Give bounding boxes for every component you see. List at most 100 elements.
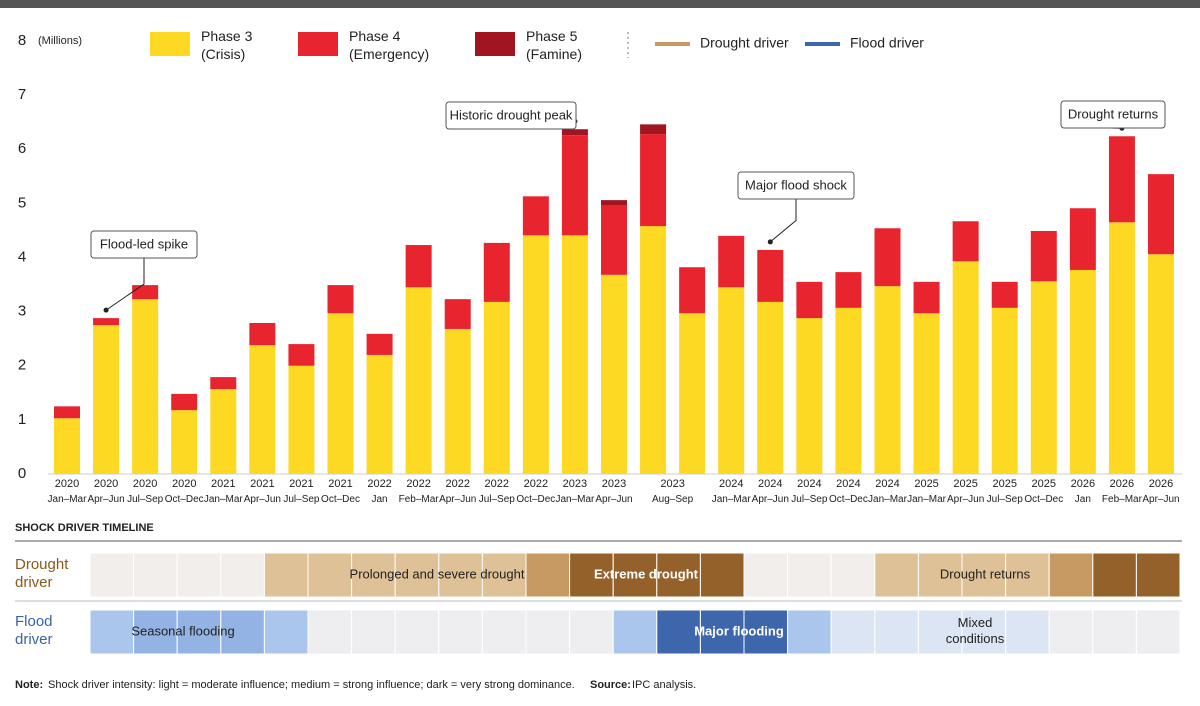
legend-swatch: [475, 32, 515, 56]
bar-segment: [171, 393, 198, 411]
bar-segment: [640, 226, 667, 474]
driver-cell: [394, 552, 440, 598]
driver-cell: [133, 552, 178, 598]
driver-cell: [394, 609, 440, 655]
bar-segment: [640, 124, 667, 135]
annotation: Flood-led spike: [100, 236, 188, 251]
x-tick-label: 2023 Apr–Jun: [595, 478, 632, 505]
x-tick-label: 2022 Jan: [367, 478, 391, 505]
bar-segment: [757, 301, 784, 474]
legend-swatch: [150, 32, 190, 56]
bar-segment: [835, 272, 862, 308]
bar-segment: [1030, 281, 1057, 474]
driver-label: Prolonged and severe drought: [350, 566, 525, 581]
bar-segment: [54, 406, 80, 419]
x-tick-label: 2021 Apr–Jun: [244, 478, 281, 505]
driver-cell: [830, 552, 876, 598]
y-tick-label: 7: [18, 86, 26, 103]
x-tick-label: 2024 Oct–Dec: [829, 478, 868, 505]
legend-swatch: [298, 32, 338, 56]
driver-cell: [525, 552, 571, 598]
row-label: Drought driver: [15, 556, 69, 591]
bar-segment: [561, 129, 588, 136]
annotation-box: [1060, 100, 1166, 129]
x-tick-label: 2023 Jan–Mar: [555, 478, 595, 505]
annotation-box: [737, 171, 855, 200]
bar-segment: [483, 301, 510, 474]
annotation-dot: [103, 307, 109, 313]
bar-segment: [874, 228, 901, 287]
x-tick-label: 2024 Jul–Sep: [791, 478, 828, 505]
bar-segment: [210, 389, 237, 474]
annotation-box: [445, 101, 577, 130]
annotation-dot: [767, 239, 773, 245]
bar-segment: [718, 287, 745, 474]
driver-cell: [220, 552, 265, 598]
driver-cell: [917, 609, 963, 655]
legend-label: Phase 4 (Emergency): [349, 28, 429, 62]
y-tick-label: 0: [18, 465, 26, 482]
driver-cell: [481, 609, 527, 655]
driver-label: Mixed conditions: [946, 615, 1005, 646]
x-tick-label: 2023 Aug–Sep: [652, 478, 694, 505]
driver-label: Extreme drought: [594, 566, 699, 581]
x-tick-label: 2022 Jul–Sep: [479, 478, 516, 505]
annotation: Major flood shock: [745, 177, 847, 192]
y-tick-label: 5: [18, 194, 26, 211]
source-label: Source:: [590, 679, 631, 691]
bar-segment: [249, 322, 276, 346]
bar-segment: [601, 200, 627, 205]
driver-cell: [830, 609, 876, 655]
bar-segment: [1148, 254, 1174, 474]
driver-label: Seasonal flooding: [131, 623, 234, 638]
driver-cell: [699, 609, 745, 655]
note-label: Note:: [15, 679, 43, 691]
y-tick-label: 2: [18, 357, 26, 374]
driver-cell: [351, 552, 396, 598]
x-tick-label: 2020 Oct–Dec: [165, 478, 204, 505]
driver-cell: [307, 552, 353, 598]
bar-segment: [171, 410, 198, 474]
timeline-title: SHOCK DRIVER TIMELINE: [15, 522, 154, 534]
bar-segment: [1069, 208, 1096, 270]
y-unit: (Millions): [38, 35, 82, 47]
bar-segment: [796, 281, 823, 319]
x-tick-label: 2021 Oct–Dec: [321, 478, 360, 505]
bar-segment: [991, 307, 1018, 474]
x-tick-label: 2021 Jul–Sep: [283, 478, 320, 505]
driver-cell: [525, 609, 571, 655]
x-tick-label: 2020 Jul–Sep: [127, 478, 164, 505]
x-tick-label: 2024 Apr–Jun: [752, 478, 789, 505]
driver-cell: [438, 552, 483, 598]
legend-label: Phase 5 (Famine): [526, 28, 582, 62]
bar-segment: [601, 204, 627, 275]
bar-segment: [405, 287, 432, 474]
bar-segment: [327, 285, 354, 314]
bar-segment: [132, 285, 159, 300]
driver-cell: [569, 609, 614, 655]
driver-cell: [307, 609, 353, 655]
annotation-box: [90, 230, 198, 259]
bar-segment: [132, 299, 159, 474]
x-tick-label: 2022 Apr–Jun: [439, 478, 476, 505]
driver-cell: [1005, 552, 1050, 598]
driver-cell: [1135, 552, 1181, 598]
bar-segment: [1108, 222, 1135, 474]
bar-segment: [835, 307, 862, 474]
driver-cell: [874, 552, 919, 598]
driver-cell: [1048, 552, 1094, 598]
driver-cell: [961, 552, 1007, 598]
bar-segment: [952, 221, 979, 262]
note: Shock driver intensity: light = moderate…: [48, 679, 575, 691]
bar-segment: [522, 196, 549, 236]
driver-cell: [1135, 609, 1181, 655]
bar-segment: [327, 313, 354, 474]
annotation: Historic drought peak: [450, 107, 573, 122]
x-tick-label: 2026 Apr–Jun: [1142, 478, 1179, 505]
y-tick-label: 4: [18, 248, 26, 265]
driver-cell: [743, 552, 789, 598]
bar-segment: [483, 242, 510, 302]
x-tick-label: 2024 Jan–Mar: [868, 478, 908, 505]
x-tick-label: 2022 Oct–Dec: [516, 478, 555, 505]
